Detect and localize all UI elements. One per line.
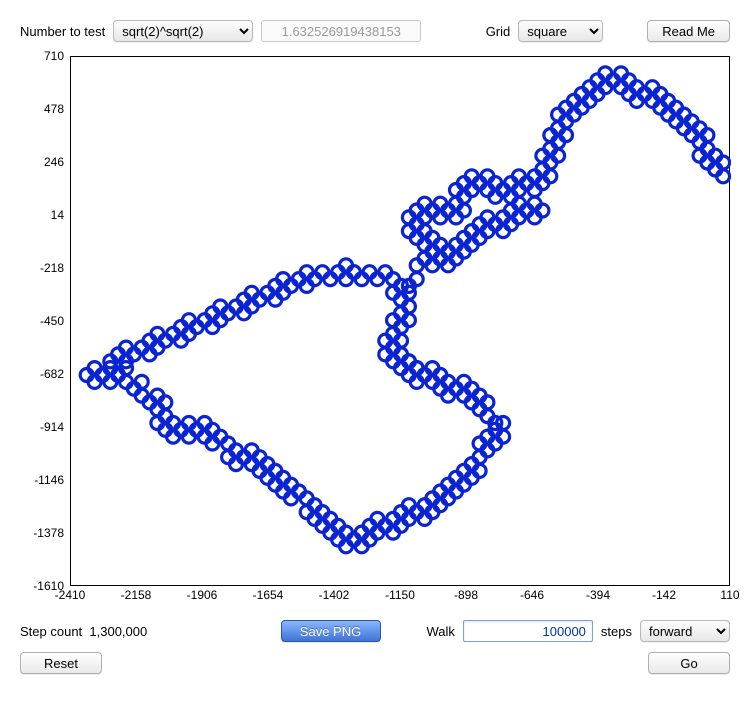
y-tick: 710 [44, 49, 64, 63]
y-tick: -1146 [34, 473, 64, 487]
y-tick: -914 [40, 420, 64, 434]
value-display: 1.632526919438153 [261, 20, 421, 42]
y-tick: 246 [44, 155, 64, 169]
x-tick: 110 [720, 588, 739, 602]
steps-label: steps [601, 624, 632, 639]
go-button[interactable]: Go [648, 652, 730, 674]
walk-label: Walk [427, 624, 455, 639]
x-tick: -2410 [55, 588, 86, 602]
grid-label: Grid [486, 24, 511, 39]
grid-select[interactable]: square [518, 20, 603, 42]
x-tick: -1654 [253, 588, 284, 602]
y-tick: -1378 [33, 526, 64, 540]
reset-button[interactable]: Reset [20, 652, 102, 674]
y-tick: -218 [40, 261, 64, 275]
x-tick: -142 [652, 588, 676, 602]
x-tick: -1150 [385, 588, 415, 602]
y-tick: 14 [51, 208, 64, 222]
number-to-test-select[interactable]: sqrt(2)^sqrt(2) [113, 20, 253, 42]
x-tick: -2158 [121, 588, 152, 602]
step-count-label: Step count 1,300,000 [20, 624, 147, 639]
reset-go-row: Reset Go [20, 652, 730, 674]
bottom-controls: Step count 1,300,000 Save PNG Walk steps… [20, 620, 730, 642]
chart-area: -1610-1378-1146-914-682-450-218142464787… [20, 56, 730, 604]
top-toolbar: Number to test sqrt(2)^sqrt(2) 1.6325269… [20, 20, 730, 42]
walk-steps-input[interactable] [463, 620, 593, 642]
plot-svg [71, 57, 731, 587]
x-tick: -898 [454, 588, 478, 602]
x-tick: -394 [586, 588, 610, 602]
x-axis: -2410-2158-1906-1654-1402-1150-898-646-3… [70, 586, 730, 604]
plot-box [70, 56, 730, 586]
direction-select[interactable]: forward [640, 620, 730, 642]
read-me-button[interactable]: Read Me [647, 20, 730, 42]
y-axis: -1610-1378-1146-914-682-450-218142464787… [20, 56, 70, 586]
x-tick: -646 [520, 588, 544, 602]
number-to-test-label: Number to test [20, 24, 105, 39]
y-tick: -450 [40, 314, 64, 328]
y-tick: -682 [40, 367, 64, 381]
x-tick: -1402 [319, 588, 350, 602]
x-tick: -1906 [187, 588, 218, 602]
y-tick: 478 [44, 102, 64, 116]
save-png-button[interactable]: Save PNG [281, 620, 381, 642]
